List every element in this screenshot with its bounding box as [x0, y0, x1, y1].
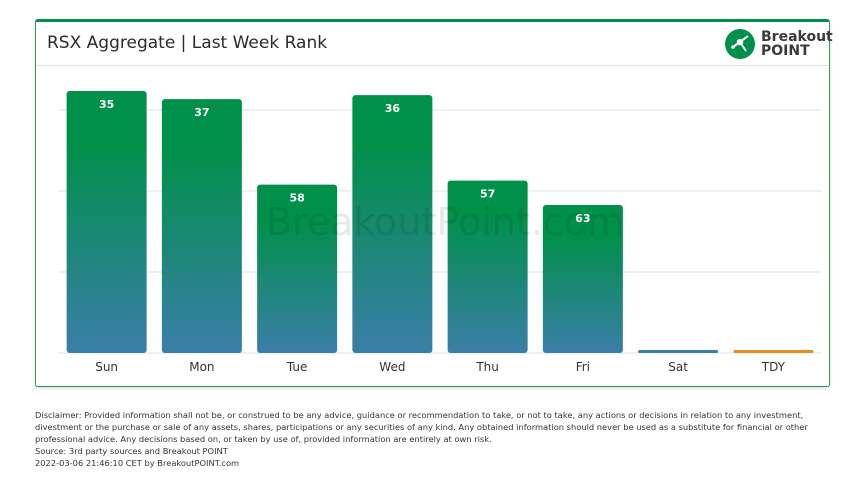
x-tick-label: Wed: [379, 360, 405, 374]
data-label: 58: [289, 192, 304, 205]
timestamp-text: 2022-03-06 21:46:10 CET by BreakoutPOINT…: [35, 458, 240, 468]
x-tick-label: Mon: [189, 360, 214, 374]
logo-icon: [725, 29, 755, 59]
x-tick-label: Sun: [95, 360, 118, 374]
bars: [66, 91, 814, 354]
data-label: 57: [480, 188, 495, 201]
x-tick-label: Sat: [668, 360, 688, 374]
disclaimer-text: Disclaimer: Provided information shall n…: [35, 410, 808, 444]
data-label: 37: [194, 106, 209, 119]
data-label: 36: [385, 102, 401, 115]
bar-empty: [638, 350, 719, 353]
chart-card: RSX Aggregate | Last Week Rank Breakout …: [35, 19, 833, 387]
logo-line-2: POINT: [761, 43, 810, 59]
header-divider: [36, 65, 829, 66]
logo-line-1: Breakout: [761, 29, 833, 45]
bar: [447, 180, 528, 353]
x-axis-ticks: Sun Mon Tue Wed Thu Fri Sat TDY: [95, 360, 785, 374]
bar: [257, 184, 338, 353]
x-tick-label: Fri: [576, 360, 590, 374]
source-text: Source: 3rd party sources and Breakout P…: [35, 446, 228, 456]
bar: [542, 205, 623, 353]
x-tick-label: Thu: [475, 360, 499, 374]
bar: [161, 99, 242, 354]
data-label: 35: [99, 98, 114, 111]
x-tick-label: TDY: [761, 360, 786, 374]
bar-empty: [733, 350, 814, 353]
bar: [352, 95, 433, 354]
bar: [66, 91, 147, 353]
chart-title: RSX Aggregate | Last Week Rank: [47, 33, 328, 53]
footer: Disclaimer: Provided information shall n…: [35, 409, 835, 469]
bar-chart: 35 37 58 36 57 63 Sun Mon Tue Wed Thu Fri Sat TDY Brea…: [59, 91, 821, 374]
logo-text: Breakout POINT: [761, 30, 833, 58]
data-label: 63: [575, 212, 590, 225]
data-labels: 35 37 58 36 57 63: [99, 98, 591, 225]
breakout-point-logo: Breakout POINT: [724, 26, 833, 62]
watermark: BreakoutPoint.com: [266, 200, 624, 244]
x-tick-label: Tue: [286, 360, 308, 374]
